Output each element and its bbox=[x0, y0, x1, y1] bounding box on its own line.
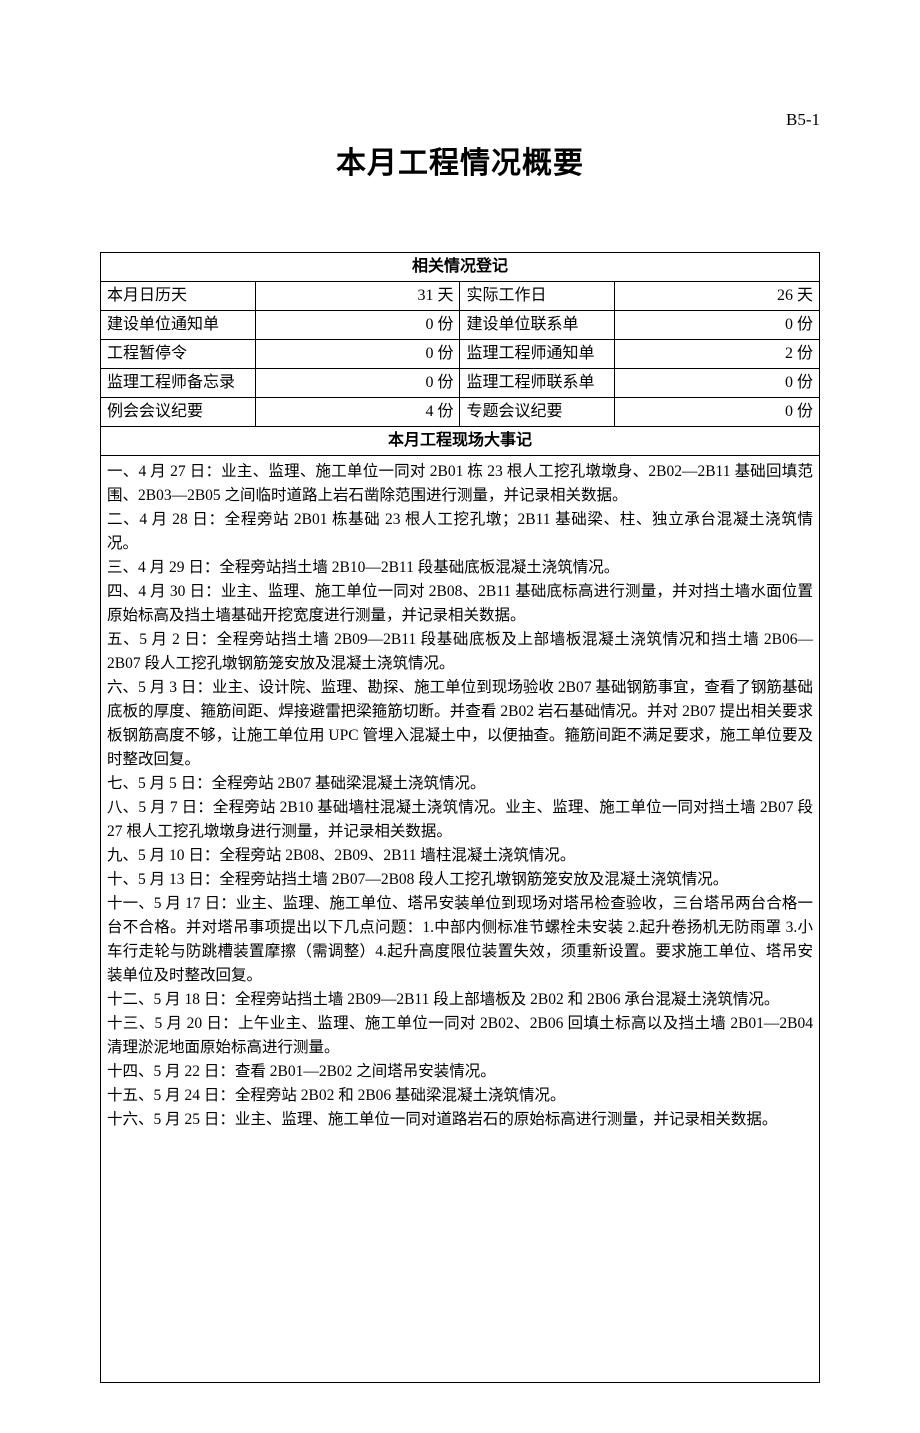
register-label: 监理工程师联系单 bbox=[460, 369, 615, 398]
register-label: 监理工程师通知单 bbox=[460, 340, 615, 369]
register-label: 实际工作日 bbox=[460, 282, 615, 311]
summary-table: 相关情况登记 本月日历天31 天实际工作日26 天建设单位通知单0 份建设单位联… bbox=[100, 252, 820, 1383]
page-title: 本月工程情况概要 bbox=[100, 138, 820, 182]
table-row: 建设单位通知单0 份建设单位联系单0 份 bbox=[101, 311, 820, 340]
table-row: 监理工程师备忘录0 份监理工程师联系单0 份 bbox=[101, 369, 820, 398]
events-content: 一、4 月 27 日：业主、监理、施工单位一同对 2B01 栋 23 根人工挖孔… bbox=[101, 456, 820, 1383]
register-value: 26 天 bbox=[615, 282, 820, 311]
event-item: 四、4 月 30 日：业主、监理、施工单位一同对 2B08、2B11 基础底标高… bbox=[107, 580, 813, 628]
event-item: 九、5 月 10 日：全程旁站 2B08、2B09、2B11 墙柱混凝土浇筑情况… bbox=[107, 844, 813, 868]
events-header: 本月工程现场大事记 bbox=[101, 427, 820, 456]
event-item: 十三、5 月 20 日：上午业主、监理、施工单位一同对 2B02、2B06 回填… bbox=[107, 1012, 813, 1060]
register-value: 0 份 bbox=[255, 340, 460, 369]
register-value: 0 份 bbox=[255, 369, 460, 398]
event-item: 二、4 月 28 日：全程旁站 2B01 栋基础 23 根人工挖孔墩；2B11 … bbox=[107, 508, 813, 556]
register-value: 2 份 bbox=[615, 340, 820, 369]
register-value: 0 份 bbox=[255, 311, 460, 340]
register-label: 例会会议纪要 bbox=[101, 398, 256, 427]
event-item: 十四、5 月 22 日：查看 2B01—2B02 之间塔吊安装情况。 bbox=[107, 1060, 813, 1084]
register-label: 工程暂停令 bbox=[101, 340, 256, 369]
register-label: 专题会议纪要 bbox=[460, 398, 615, 427]
table-row: 例会会议纪要4 份专题会议纪要0 份 bbox=[101, 398, 820, 427]
event-item: 六、5 月 3 日：业主、设计院、监理、勘探、施工单位到现场验收 2B07 基础… bbox=[107, 676, 813, 772]
register-value: 31 天 bbox=[255, 282, 460, 311]
event-item: 五、5 月 2 日：全程旁站挡土墙 2B09—2B11 段基础底板及上部墙板混凝… bbox=[107, 628, 813, 676]
register-label: 监理工程师备忘录 bbox=[101, 369, 256, 398]
register-value: 0 份 bbox=[615, 311, 820, 340]
register-header: 相关情况登记 bbox=[101, 253, 820, 282]
register-value: 0 份 bbox=[615, 369, 820, 398]
register-value: 0 份 bbox=[615, 398, 820, 427]
event-item: 一、4 月 27 日：业主、监理、施工单位一同对 2B01 栋 23 根人工挖孔… bbox=[107, 460, 813, 508]
table-row: 本月日历天31 天实际工作日26 天 bbox=[101, 282, 820, 311]
event-item: 三、4 月 29 日：全程旁站挡土墙 2B10—2B11 段基础底板混凝土浇筑情… bbox=[107, 556, 813, 580]
event-item: 十、5 月 13 日：全程旁站挡土墙 2B07—2B08 段人工挖孔墩钢筋笼安放… bbox=[107, 868, 813, 892]
register-label: 本月日历天 bbox=[101, 282, 256, 311]
event-item: 十五、5 月 24 日：全程旁站 2B02 和 2B06 基础梁混凝土浇筑情况。 bbox=[107, 1084, 813, 1108]
table-row: 工程暂停令0 份监理工程师通知单2 份 bbox=[101, 340, 820, 369]
event-item: 七、5 月 5 日：全程旁站 2B07 基础梁混凝土浇筑情况。 bbox=[107, 772, 813, 796]
event-item: 十一、5 月 17 日：业主、监理、施工单位、塔吊安装单位到现场对塔吊检查验收，… bbox=[107, 892, 813, 988]
register-label: 建设单位通知单 bbox=[101, 311, 256, 340]
register-value: 4 份 bbox=[255, 398, 460, 427]
event-item: 十二、5 月 18 日：全程旁站挡土墙 2B09—2B11 段上部墙板及 2B0… bbox=[107, 988, 813, 1012]
event-item: 八、5 月 7 日：全程旁站 2B10 基础墙柱混凝土浇筑情况。业主、监理、施工… bbox=[107, 796, 813, 844]
event-item: 十六、5 月 25 日：业主、监理、施工单位一同对道路岩石的原始标高进行测量，并… bbox=[107, 1108, 813, 1132]
document-code: B5-1 bbox=[100, 110, 820, 130]
register-label: 建设单位联系单 bbox=[460, 311, 615, 340]
